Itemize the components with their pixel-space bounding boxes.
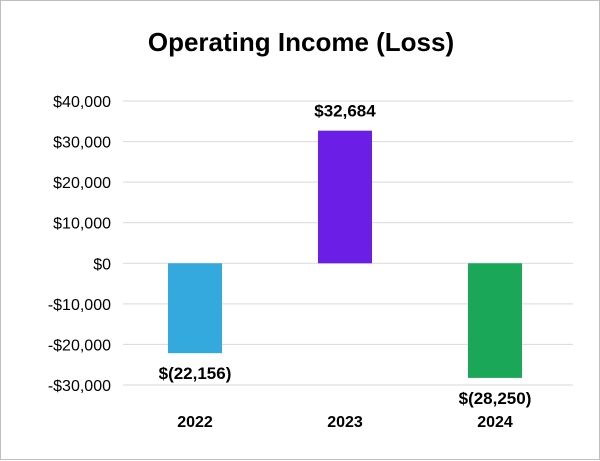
bar-2023 [318, 130, 372, 264]
bar-2022 [168, 263, 222, 354]
data-label: $(28,250) [459, 389, 532, 408]
data-label: $32,684 [314, 102, 376, 121]
x-category-label: 2024 [477, 414, 513, 431]
y-tick-label: $10,000 [53, 216, 111, 233]
y-tick-label: -$30,000 [48, 378, 111, 395]
chart-title: Operating Income (Loss) [147, 27, 455, 57]
x-category-label: 2023 [327, 414, 363, 431]
y-tick-label: -$10,000 [48, 297, 111, 314]
data-label: $(22,156) [159, 364, 232, 383]
bar-2024 [468, 263, 522, 378]
x-category-label: 2022 [177, 414, 213, 431]
y-tick-label: $40,000 [53, 94, 111, 111]
y-tick-label: $20,000 [53, 175, 111, 192]
y-tick-label: $30,000 [53, 135, 111, 152]
y-tick-label: $0 [93, 256, 111, 273]
y-tick-label: -$20,000 [48, 337, 111, 354]
